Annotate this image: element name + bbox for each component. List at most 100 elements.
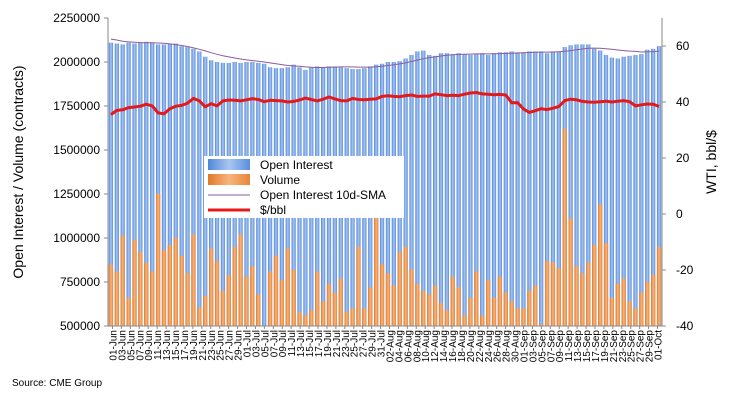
x-tick-label: 27-Jun	[225, 330, 236, 361]
volume-bar	[527, 290, 532, 326]
x-tick-label: 06-Aug	[403, 330, 414, 362]
volume-bar	[645, 282, 650, 326]
open-interest-bar	[450, 54, 455, 326]
x-tick-label: 09-Sep	[555, 330, 566, 363]
x-tick-label: 09-Jun	[144, 330, 155, 361]
x-tick-label: 03-Jul	[251, 330, 262, 357]
volume-bar	[144, 262, 149, 326]
volume-bar	[326, 283, 332, 326]
axes: 2250000 2000000 1750000 1500000 1250000 10000…	[10, 11, 719, 362]
open-interest-bar	[574, 44, 579, 327]
x-tick-label: 19-Sep	[600, 330, 611, 363]
right-tick-label: 60	[676, 39, 690, 53]
legend-label: Open Interest	[260, 158, 333, 172]
open-interest-bar	[468, 54, 473, 327]
volume-bar	[468, 297, 473, 326]
open-interest-bar	[645, 49, 650, 327]
open-interest-bar	[138, 42, 143, 326]
open-interest-bar	[179, 46, 184, 326]
volume-bar	[226, 274, 231, 326]
open-interest-bar	[527, 51, 532, 326]
volume-bar	[515, 308, 520, 326]
x-tick-label: 01-Jul	[243, 330, 254, 357]
volume-bar	[550, 262, 556, 326]
x-tick-label: 17-Jul	[314, 330, 325, 357]
open-interest-bar	[167, 43, 172, 327]
volume-bar	[633, 308, 638, 326]
legend-label: Open Interest 10d-SMA	[260, 188, 386, 202]
open-interest-bar	[539, 51, 544, 326]
volume-bar	[486, 280, 491, 326]
volume-bar	[374, 197, 379, 326]
open-interest-bar	[114, 43, 119, 327]
x-tick-label: 17-Sep	[591, 330, 602, 363]
right-axis-title: WTI, bbl/$	[703, 130, 719, 194]
x-tick-label: 08-Aug	[412, 330, 423, 362]
volume-bar	[421, 290, 426, 326]
volume-bar	[544, 260, 550, 326]
volume-bar	[250, 266, 255, 326]
open-interest-bar	[491, 53, 497, 326]
right-tick-label: -20	[676, 263, 694, 277]
open-interest-bar	[132, 43, 137, 327]
open-interest-bar	[656, 46, 662, 326]
x-tick-label: 07-Jun	[135, 330, 146, 361]
open-interest-bar	[456, 53, 461, 326]
volume-bar	[521, 308, 526, 326]
x-tick-label: 30-Aug	[511, 330, 522, 362]
x-tick-label: 25-Sep	[627, 330, 638, 363]
open-interest-bar	[603, 54, 609, 327]
x-tick-label: 19-Jul	[323, 330, 334, 357]
volume-bar	[456, 287, 461, 326]
open-interest-bar	[155, 44, 161, 327]
x-tick-label: 05-Sep	[537, 330, 548, 363]
open-interest-bar	[444, 53, 449, 326]
volume-bar	[179, 255, 184, 326]
volume-bar	[350, 308, 355, 326]
open-interest-bar	[568, 45, 573, 326]
volume-bar	[415, 283, 420, 326]
volume-bar	[427, 294, 432, 326]
legend-swatch	[208, 174, 250, 185]
left-tick-label: 2000000	[53, 55, 100, 69]
volume-bar	[285, 248, 290, 326]
volume-bar	[150, 271, 155, 326]
open-interest-bar	[639, 54, 644, 326]
volume-bar	[562, 128, 567, 326]
x-tick-label: 27-Sep	[636, 330, 647, 363]
right-tick-label: 0	[676, 207, 683, 221]
volume-bar	[574, 266, 579, 326]
open-interest-bar	[415, 51, 420, 326]
x-tick-label: 07-Jul	[269, 330, 280, 357]
volume-bar	[138, 252, 143, 326]
x-tick-label: 07-Sep	[546, 330, 557, 363]
volume-bar	[267, 271, 273, 326]
volume-bar	[203, 296, 208, 326]
volume-bar	[238, 234, 243, 326]
left-tick-label: 500000	[60, 319, 100, 333]
open-interest-bar	[409, 54, 414, 327]
open-interest-bar	[462, 54, 467, 326]
volume-bar	[403, 246, 408, 326]
x-tick-label: 22-Aug	[475, 330, 486, 362]
open-interest-bar	[556, 51, 561, 326]
left-tick-label: 1000000	[53, 231, 100, 245]
volume-bar	[503, 292, 508, 326]
legend-swatch	[208, 159, 250, 170]
left-axis-title: Open Interest / Volume (contracts)	[10, 65, 26, 278]
volume-bar	[120, 235, 125, 326]
open-interest-bar	[150, 42, 155, 326]
volume-bar	[656, 246, 662, 326]
volume-bar	[126, 297, 131, 326]
volume-bar	[368, 287, 373, 326]
x-tick-label: 17-Jun	[180, 330, 191, 361]
volume-bar	[409, 269, 414, 326]
volume-bar	[379, 264, 385, 326]
volume-bar	[256, 294, 261, 326]
open-interest-bar	[621, 56, 626, 326]
x-tick-label: 01-Oct	[654, 330, 665, 360]
x-tick-label: 11-Jun	[153, 330, 164, 360]
x-tick-label: 16-Aug	[448, 330, 459, 362]
volume-bar	[598, 204, 603, 326]
